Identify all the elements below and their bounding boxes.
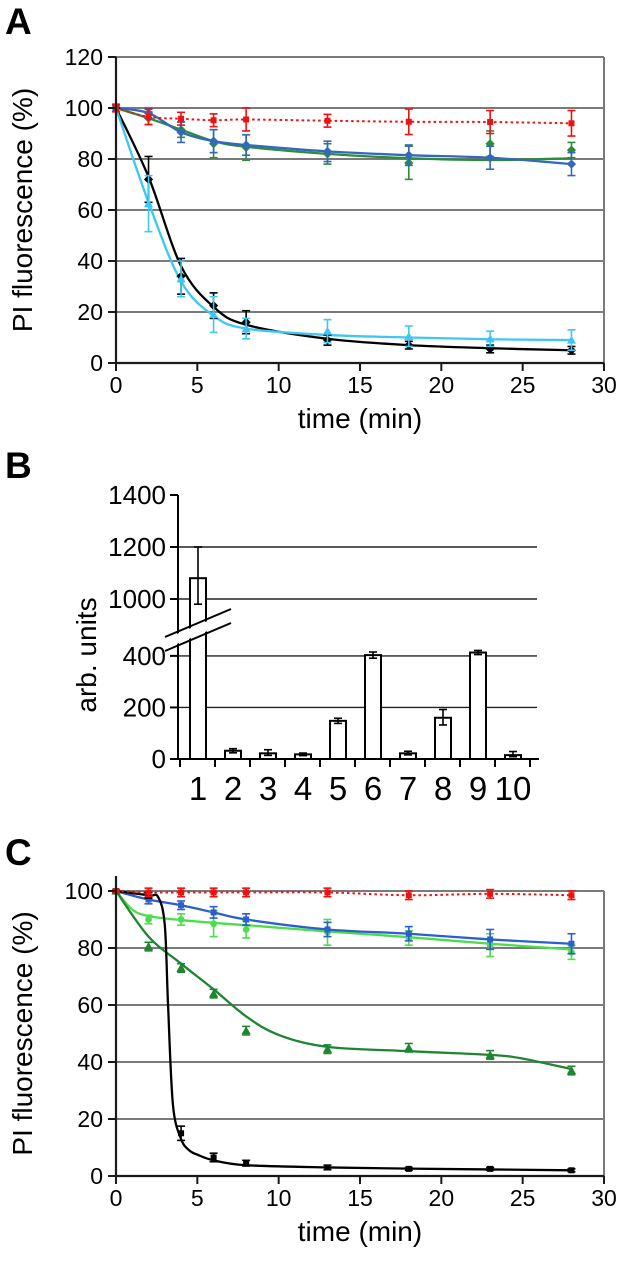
svg-text:120: 120 (65, 44, 103, 70)
series-green-diamonds-line (115, 106, 572, 162)
bar-5 (329, 719, 347, 760)
svg-text:20: 20 (429, 372, 455, 398)
series-dark-green-triangles-line (115, 890, 572, 1071)
panel-a-label: A (5, 1, 32, 42)
bars (189, 577, 522, 761)
svg-text:0: 0 (110, 1185, 123, 1211)
bar-error-bars (194, 546, 517, 758)
panel-c-label: C (5, 832, 32, 873)
y-axis-title: PI fluorescence (%) (7, 911, 38, 1155)
svg-text:200: 200 (123, 692, 166, 722)
svg-text:15: 15 (347, 372, 373, 398)
axis-labels: 0 5 10 15 20 25 30 0 20 40 60 80 100 120 time (min) PI … (7, 44, 617, 434)
svg-text:20: 20 (77, 1106, 103, 1132)
series-lines (114, 106, 572, 352)
axes (108, 56, 605, 371)
svg-text:60: 60 (77, 992, 103, 1018)
series-markers (111, 886, 577, 1174)
svg-text:1400: 1400 (108, 480, 166, 510)
panel-b-bar-chart: 0 200 400 1000 1200 1400 1 2 3 4 5 6 7 8 9 10 arb. units (71, 480, 539, 807)
svg-text:0: 0 (90, 1163, 103, 1189)
svg-text:5: 5 (191, 1185, 204, 1211)
svg-text:60: 60 (77, 197, 103, 223)
bar-1 (189, 577, 207, 761)
svg-text:6: 6 (364, 770, 382, 807)
svg-text:5: 5 (329, 770, 347, 807)
x-axis-title: time (min) (298, 1216, 422, 1247)
svg-text:3: 3 (259, 770, 277, 807)
panel-c-line-chart: 0 5 10 15 20 25 30 0 20 40 60 80 100 time (min) PI flu… (7, 876, 617, 1247)
svg-text:30: 30 (591, 372, 617, 398)
svg-text:4: 4 (294, 770, 312, 807)
axis-labels: 0 5 10 15 20 25 30 0 20 40 60 80 100 time (min) PI flu… (7, 878, 617, 1247)
series-blue-squares-line (115, 889, 572, 945)
axis-break (164, 608, 232, 652)
svg-text:80: 80 (77, 935, 103, 961)
svg-text:8: 8 (434, 770, 452, 807)
svg-text:100: 100 (65, 95, 103, 121)
y-axis-title: arb. units (71, 597, 102, 712)
series-red-squares-dotted-line (115, 107, 572, 125)
svg-text:2: 2 (224, 770, 242, 807)
series-blue-diamonds-line (115, 106, 572, 166)
panel-b-label: B (5, 445, 32, 486)
svg-text:100: 100 (65, 878, 103, 904)
svg-text:20: 20 (77, 299, 103, 325)
svg-text:0: 0 (110, 372, 123, 398)
panel-a-line-chart: 0 5 10 15 20 25 30 0 20 40 60 80 100 120 time (min) PI … (7, 44, 617, 434)
svg-text:0: 0 (90, 350, 103, 376)
axes (108, 876, 605, 1184)
svg-text:1200: 1200 (108, 532, 166, 562)
svg-text:25: 25 (510, 1185, 536, 1211)
svg-text:30: 30 (591, 1185, 617, 1211)
svg-text:5: 5 (191, 372, 204, 398)
svg-text:1: 1 (189, 770, 207, 807)
svg-text:25: 25 (510, 372, 536, 398)
x-axis-title: time (min) (298, 403, 422, 434)
svg-text:10: 10 (495, 770, 532, 807)
svg-text:1000: 1000 (108, 584, 166, 614)
svg-text:0: 0 (152, 744, 166, 774)
svg-text:400: 400 (123, 641, 166, 671)
bar-9 (469, 651, 487, 760)
axis-labels: 0 200 400 1000 1200 1400 1 2 3 4 5 6 7 8 9 10 arb. units (71, 480, 531, 807)
svg-text:20: 20 (429, 1185, 455, 1211)
series-cyan-triangles-line (114, 107, 572, 342)
svg-text:7: 7 (399, 770, 417, 807)
svg-text:15: 15 (347, 1185, 373, 1211)
series-red-squares-dotted-points (112, 887, 576, 901)
svg-text:10: 10 (266, 1185, 292, 1211)
gridlines (116, 56, 605, 363)
y-axis-title: PI fluorescence (%) (7, 88, 38, 332)
bar-6 (364, 654, 382, 760)
svg-text:9: 9 (469, 770, 487, 807)
svg-text:10: 10 (266, 372, 292, 398)
series-lines (115, 889, 572, 1172)
series-markers (111, 103, 577, 355)
series-red-squares-dotted-points (112, 103, 576, 137)
series-black-diamonds-line (114, 107, 572, 352)
gridlines (116, 890, 605, 1176)
svg-text:80: 80 (77, 146, 103, 172)
axes (170, 494, 539, 767)
svg-text:40: 40 (77, 248, 103, 274)
svg-text:40: 40 (77, 1049, 103, 1075)
